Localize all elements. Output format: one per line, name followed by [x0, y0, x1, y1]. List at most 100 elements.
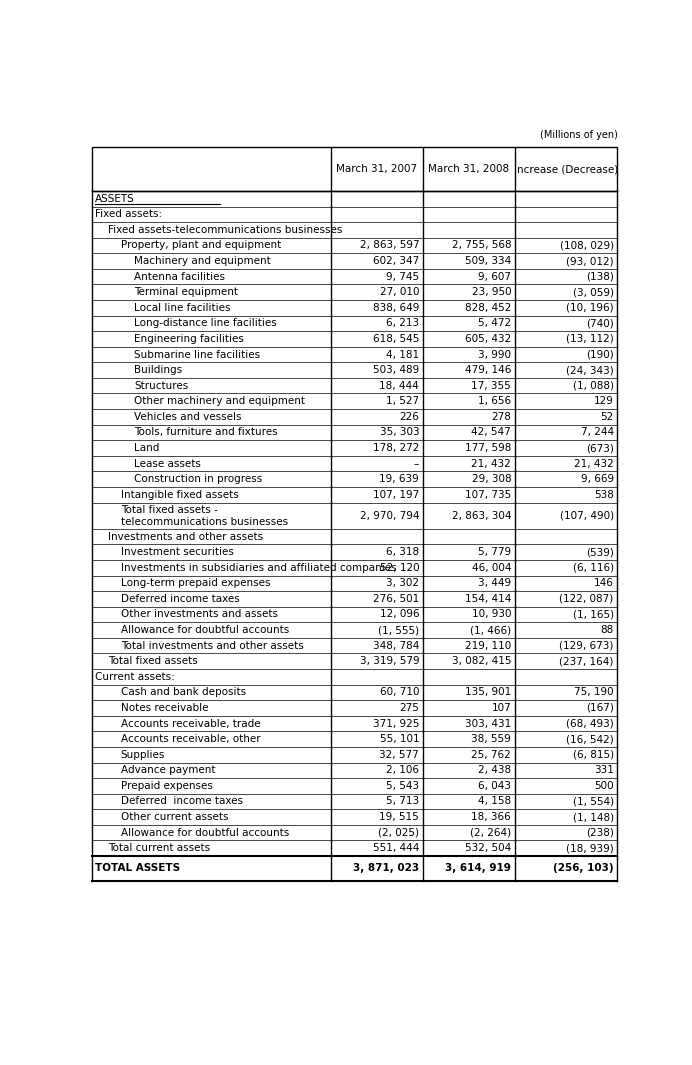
Text: (122, 087): (122, 087)	[559, 594, 614, 604]
Text: 503, 489: 503, 489	[373, 365, 419, 375]
Text: 60, 710: 60, 710	[380, 687, 419, 698]
Text: 27, 010: 27, 010	[380, 288, 419, 297]
Bar	[92, 793, 617, 809]
Text: 3, 319, 579: 3, 319, 579	[360, 656, 419, 667]
Text: 500: 500	[594, 781, 614, 791]
Bar	[92, 763, 617, 779]
Bar	[92, 747, 617, 763]
Text: (1, 466): (1, 466)	[470, 625, 511, 635]
Text: 146: 146	[594, 578, 614, 588]
Bar	[92, 685, 617, 700]
Text: Long-term prepaid expenses: Long-term prepaid expenses	[121, 578, 271, 588]
Text: 2, 970, 794: 2, 970, 794	[360, 511, 419, 521]
Text: Vehicles and vessels: Vehicles and vessels	[134, 412, 242, 422]
Text: 605, 432: 605, 432	[465, 334, 511, 344]
Text: (18, 939): (18, 939)	[566, 843, 614, 853]
Text: 129: 129	[594, 396, 614, 406]
Text: 178, 272: 178, 272	[373, 443, 419, 453]
Text: 52, 120: 52, 120	[380, 562, 419, 573]
Text: Submarine line facilities: Submarine line facilities	[134, 349, 260, 360]
Bar	[92, 638, 617, 654]
Bar	[92, 223, 617, 237]
Text: Allowance for doubtful accounts: Allowance for doubtful accounts	[121, 828, 289, 838]
Text: Tools, furniture and fixtures: Tools, furniture and fixtures	[134, 427, 277, 438]
Text: Other machinery and equipment: Other machinery and equipment	[134, 396, 305, 406]
Text: 3, 449: 3, 449	[478, 578, 511, 588]
Text: Fixed assets:: Fixed assets:	[95, 210, 162, 219]
Text: Engineering facilities: Engineering facilities	[134, 334, 244, 344]
Text: (138): (138)	[586, 272, 614, 281]
Text: 3, 614, 919: 3, 614, 919	[446, 864, 511, 873]
Text: 5, 779: 5, 779	[478, 547, 511, 557]
Text: Local line facilities: Local line facilities	[134, 302, 230, 313]
Text: Other investments and assets: Other investments and assets	[121, 609, 277, 620]
Text: telecommunications businesses: telecommunications businesses	[121, 517, 288, 527]
Text: 154, 414: 154, 414	[465, 594, 511, 604]
Text: 348, 784: 348, 784	[373, 641, 419, 651]
Text: (68, 493): (68, 493)	[566, 719, 614, 728]
Text: 2, 863, 304: 2, 863, 304	[452, 511, 511, 521]
Text: 7, 244: 7, 244	[581, 427, 614, 438]
Text: (2, 025): (2, 025)	[379, 828, 419, 838]
Text: (237, 164): (237, 164)	[559, 656, 614, 667]
Text: Other current assets: Other current assets	[121, 812, 228, 822]
Text: 219, 110: 219, 110	[465, 641, 511, 651]
Text: 276, 501: 276, 501	[373, 594, 419, 604]
Bar	[92, 409, 617, 425]
Bar	[92, 456, 617, 472]
Bar	[92, 732, 617, 747]
Text: (13, 112): (13, 112)	[566, 334, 614, 344]
Text: Property, plant and equipment: Property, plant and equipment	[121, 241, 281, 250]
Bar	[92, 393, 617, 409]
Text: 46, 004: 46, 004	[472, 562, 511, 573]
Text: Terminal equipment: Terminal equipment	[134, 288, 238, 297]
Bar	[92, 825, 617, 840]
Text: Deferred  income taxes: Deferred income taxes	[121, 797, 243, 806]
Text: (740): (740)	[586, 318, 614, 328]
Text: (539): (539)	[586, 547, 614, 557]
Bar	[92, 591, 617, 607]
Text: 12, 096: 12, 096	[380, 609, 419, 620]
Text: 5, 713: 5, 713	[386, 797, 419, 806]
Text: 602, 347: 602, 347	[373, 256, 419, 266]
Text: Total investments and other assets: Total investments and other assets	[121, 641, 304, 651]
Text: 21, 432: 21, 432	[471, 459, 511, 469]
Bar	[92, 300, 617, 315]
Text: TOTAL ASSETS: TOTAL ASSETS	[95, 864, 180, 873]
Text: Supplies: Supplies	[121, 750, 165, 759]
Text: Antenna facilities: Antenna facilities	[134, 272, 225, 281]
Text: (256, 103): (256, 103)	[553, 864, 614, 873]
Text: (24, 343): (24, 343)	[566, 365, 614, 375]
Text: (108, 029): (108, 029)	[560, 241, 614, 250]
Bar	[92, 440, 617, 456]
Text: 1, 656: 1, 656	[478, 396, 511, 406]
Text: 331: 331	[594, 766, 614, 775]
Text: Lease assets: Lease assets	[134, 459, 201, 469]
Text: 38, 559: 38, 559	[471, 734, 511, 744]
Text: 371, 925: 371, 925	[373, 719, 419, 728]
Text: 35, 303: 35, 303	[380, 427, 419, 438]
Text: Total current assets: Total current assets	[108, 843, 210, 853]
Text: Total fixed assets: Total fixed assets	[108, 656, 197, 667]
Text: 3, 990: 3, 990	[478, 349, 511, 360]
Text: (1, 554): (1, 554)	[572, 797, 614, 806]
Text: 55, 101: 55, 101	[380, 734, 419, 744]
Text: Allowance for doubtful accounts: Allowance for doubtful accounts	[121, 625, 289, 635]
Text: 9, 745: 9, 745	[386, 272, 419, 281]
Text: 6, 043: 6, 043	[478, 781, 511, 791]
Text: Cash and bank deposits: Cash and bank deposits	[121, 687, 246, 698]
Text: 538: 538	[594, 490, 614, 499]
Text: 2, 438: 2, 438	[478, 766, 511, 775]
Text: Construction in progress: Construction in progress	[134, 474, 262, 485]
Bar	[92, 253, 617, 268]
Text: Current assets:: Current assets:	[95, 672, 174, 682]
Bar	[92, 237, 617, 253]
Text: (1, 165): (1, 165)	[572, 609, 614, 620]
Text: 5, 472: 5, 472	[478, 318, 511, 328]
Text: 23, 950: 23, 950	[471, 288, 511, 297]
Text: 3, 082, 415: 3, 082, 415	[452, 656, 511, 667]
Text: Intangible fixed assets: Intangible fixed assets	[121, 490, 239, 499]
Text: 551, 444: 551, 444	[373, 843, 419, 853]
Text: (1, 148): (1, 148)	[572, 812, 614, 822]
Bar	[92, 654, 617, 669]
